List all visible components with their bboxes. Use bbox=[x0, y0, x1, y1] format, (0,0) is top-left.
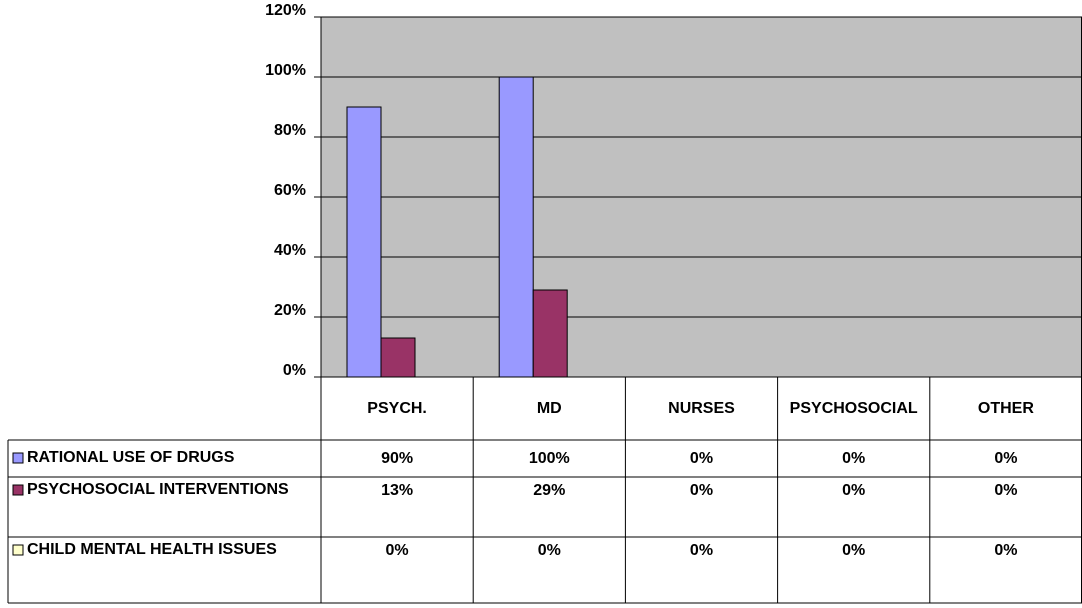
data-table-value: 0% bbox=[689, 450, 714, 467]
category-label: OTHER bbox=[977, 399, 1034, 417]
data-table-value: 0% bbox=[537, 542, 561, 559]
y-tick-label: 0% bbox=[283, 362, 306, 379]
data-table-value: 90% bbox=[381, 450, 414, 467]
category-label: PSYCHOSOCIAL bbox=[789, 399, 918, 417]
data-table-value: 0% bbox=[842, 542, 866, 559]
y-tick-label: 100% bbox=[265, 62, 306, 79]
bar bbox=[532, 289, 568, 378]
y-tick-label: 80% bbox=[274, 122, 306, 139]
legend-key bbox=[12, 452, 24, 464]
category-label: NURSES bbox=[668, 399, 735, 417]
data-table-value: 0% bbox=[689, 542, 714, 559]
data-table-value: 0% bbox=[994, 542, 1018, 559]
legend-label: PSYCHOSOCIAL INTERVENTIONS bbox=[27, 481, 289, 498]
y-tick-label: 40% bbox=[274, 242, 306, 259]
data-table-value: 13% bbox=[381, 482, 414, 499]
y-tick-label: 120% bbox=[265, 2, 306, 19]
y-tick-label: 20% bbox=[274, 302, 306, 319]
data-table-value: 0% bbox=[385, 542, 409, 559]
legend-label: RATIONAL USE OF DRUGS bbox=[27, 449, 235, 466]
data-table-value: 0% bbox=[689, 482, 714, 499]
category-label: MD bbox=[536, 399, 562, 417]
bar bbox=[346, 106, 382, 378]
data-table-value: 0% bbox=[842, 450, 866, 467]
data-table-value: 0% bbox=[842, 482, 866, 499]
legend-key bbox=[12, 544, 24, 556]
bar bbox=[498, 76, 534, 378]
data-table-value: 29% bbox=[533, 482, 566, 499]
legend-key bbox=[12, 484, 24, 496]
data-table-value: 0% bbox=[994, 450, 1018, 467]
y-tick-label: 60% bbox=[274, 182, 306, 199]
category-label: PSYCH. bbox=[367, 399, 427, 417]
legend-label: CHILD MENTAL HEALTH ISSUES bbox=[27, 541, 277, 558]
data-table-value: 100% bbox=[528, 450, 570, 467]
data-table-value: 0% bbox=[994, 482, 1018, 499]
bar bbox=[380, 337, 416, 378]
